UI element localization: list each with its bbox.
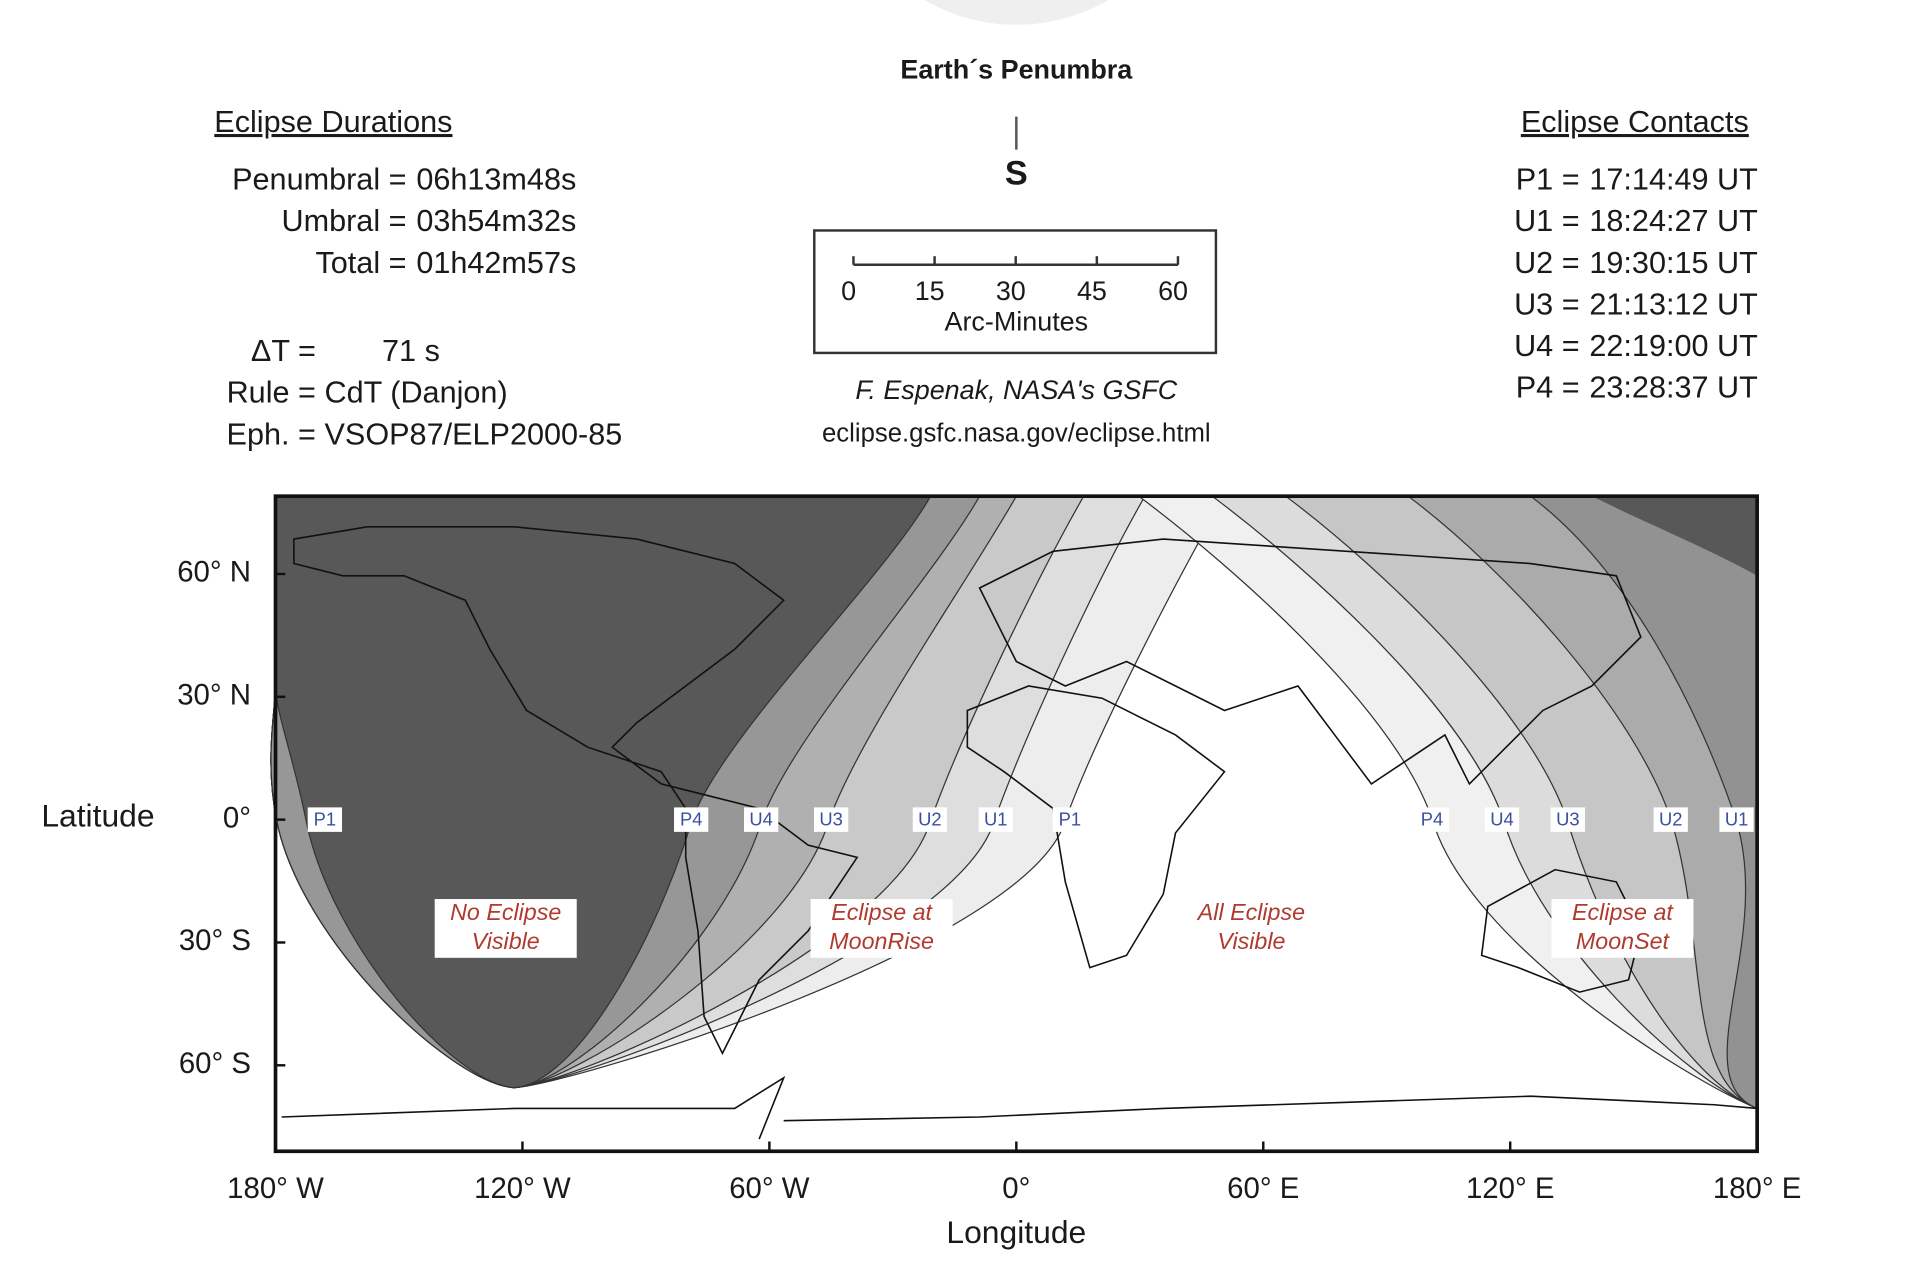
region-label: Visible <box>1217 928 1285 954</box>
region-label: Eclipse at <box>1572 899 1674 925</box>
contact-marker-label: U1 <box>1725 809 1748 830</box>
x-tick-label: 60° W <box>729 1172 810 1205</box>
scale-tick-label: 30 <box>996 276 1026 306</box>
contact-marker-label: U2 <box>918 809 941 830</box>
y-tick-label: 30° S <box>179 924 251 957</box>
contact-marker-label: P4 <box>1421 809 1443 830</box>
x-tick-label: 60° E <box>1227 1172 1299 1205</box>
contact-value: 17:14:49 UT <box>1589 163 1757 197</box>
duration-label: Umbral = <box>281 204 406 238</box>
scale-tick-label: 0 <box>841 276 856 306</box>
title: Earth´s Penumbra <box>900 54 1133 84</box>
contact-marker <box>674 807 709 832</box>
parameter-label: ΔT = <box>251 334 316 368</box>
africa <box>966 685 1226 969</box>
contact-value: 18:24:27 UT <box>1589 204 1757 238</box>
direction: S <box>1005 154 1028 192</box>
region-label: Visible <box>472 928 540 954</box>
durations-title: Eclipse Durations <box>214 105 452 139</box>
scale-label: Arc-Minutes <box>945 307 1089 337</box>
scale-tick-label: 15 <box>915 276 945 306</box>
x-tick-label: 120° E <box>1466 1172 1555 1205</box>
duration-label: Total = <box>315 246 406 280</box>
contact-marker-label: P1 <box>1059 809 1081 830</box>
parameter-value: VSOP87/ELP2000-85 <box>324 417 622 451</box>
scale-tick-label: 60 <box>1158 276 1188 306</box>
region-label: No Eclipse <box>450 899 561 925</box>
duration-label: Penumbral = <box>232 163 406 197</box>
region-box <box>434 899 577 958</box>
contact-value: 19:30:15 UT <box>1589 246 1757 280</box>
contact-label: U2 = <box>1514 246 1580 280</box>
parameter-value: CdT (Danjon) <box>324 376 507 410</box>
contact-marker <box>1550 807 1585 832</box>
y-axis-label: Latitude <box>41 798 154 834</box>
duration-value: 06h13m48s <box>416 163 576 197</box>
contact-marker-label: U3 <box>1556 809 1579 830</box>
americas <box>293 526 859 1056</box>
region-label: MoonSet <box>1576 928 1671 954</box>
parameter-label: Rule = <box>227 376 316 410</box>
x-tick-label: 180° W <box>227 1172 324 1205</box>
antarctica <box>281 1075 1758 1140</box>
scale-tick-label: 45 <box>1077 276 1107 306</box>
contact-label: U4 = <box>1514 329 1580 363</box>
y-tick-label: 60° N <box>177 556 251 589</box>
y-tick-label: 30° N <box>177 679 251 712</box>
contact-marker-label: U4 <box>1490 809 1513 830</box>
contacts-title: Eclipse Contacts <box>1521 105 1749 139</box>
contact-value: 21:13:12 UT <box>1589 287 1757 321</box>
region-box <box>1551 899 1694 958</box>
contact-marker-label: P4 <box>680 809 702 830</box>
contact-marker-label: U3 <box>819 809 842 830</box>
map <box>270 494 1759 1154</box>
duration-value: 01h42m57s <box>416 246 576 280</box>
x-tick-label: 0° <box>1002 1172 1030 1205</box>
contact-marker-label: P1 <box>314 809 336 830</box>
contact-marker <box>1484 807 1520 832</box>
contact-marker <box>307 807 343 832</box>
region-label: MoonRise <box>829 928 934 954</box>
contact-marker <box>912 807 948 832</box>
duration-value: 03h54m32s <box>416 204 576 238</box>
contact-marker <box>1719 807 1754 832</box>
contact-label: U1 = <box>1514 204 1580 238</box>
contact-label: P4 = <box>1516 371 1580 405</box>
contact-marker <box>1052 807 1087 832</box>
x-tick-label: 180° E <box>1713 1172 1802 1205</box>
contact-marker <box>1414 807 1450 832</box>
parameter-label: Eph. = <box>227 417 316 451</box>
contact-marker <box>1653 807 1688 832</box>
contact-value: 22:19:00 UT <box>1589 329 1757 363</box>
contact-marker-label: U1 <box>984 809 1007 830</box>
contact-label: U3 = <box>1514 287 1580 321</box>
parameter-value: 71 s <box>382 334 440 368</box>
eurasia <box>978 538 1642 786</box>
y-tick-label: 0° <box>223 801 251 834</box>
x-axis-label: Longitude <box>946 1214 1086 1250</box>
y-tick-label: 60° S <box>179 1047 251 1080</box>
region-box <box>1180 899 1323 958</box>
shade-band <box>1591 496 1758 576</box>
map-frame <box>273 494 1759 1154</box>
penumbra-disk <box>924 0 1109 25</box>
continents <box>281 526 1758 1140</box>
credit-author: F. Espenak, NASA's GSFC <box>855 375 1177 405</box>
contact-value: 23:28:37 UT <box>1589 371 1757 405</box>
contact-marker <box>744 807 779 832</box>
contact-label: P1 = <box>1516 163 1580 197</box>
contact-marker-label: U2 <box>1659 809 1682 830</box>
credit-url: eclipse.gsfc.nasa.gov/eclipse.html <box>822 420 1211 448</box>
region-box <box>810 899 953 958</box>
region-label: Eclipse at <box>831 899 933 925</box>
contact-marker <box>813 807 849 832</box>
contact-marker-label: U4 <box>749 809 772 830</box>
region-label: All Eclipse <box>1196 899 1305 925</box>
x-tick-label: 120° W <box>474 1172 571 1205</box>
scale-box <box>813 229 1218 355</box>
contact-marker <box>978 807 1013 832</box>
australia <box>1480 868 1642 993</box>
